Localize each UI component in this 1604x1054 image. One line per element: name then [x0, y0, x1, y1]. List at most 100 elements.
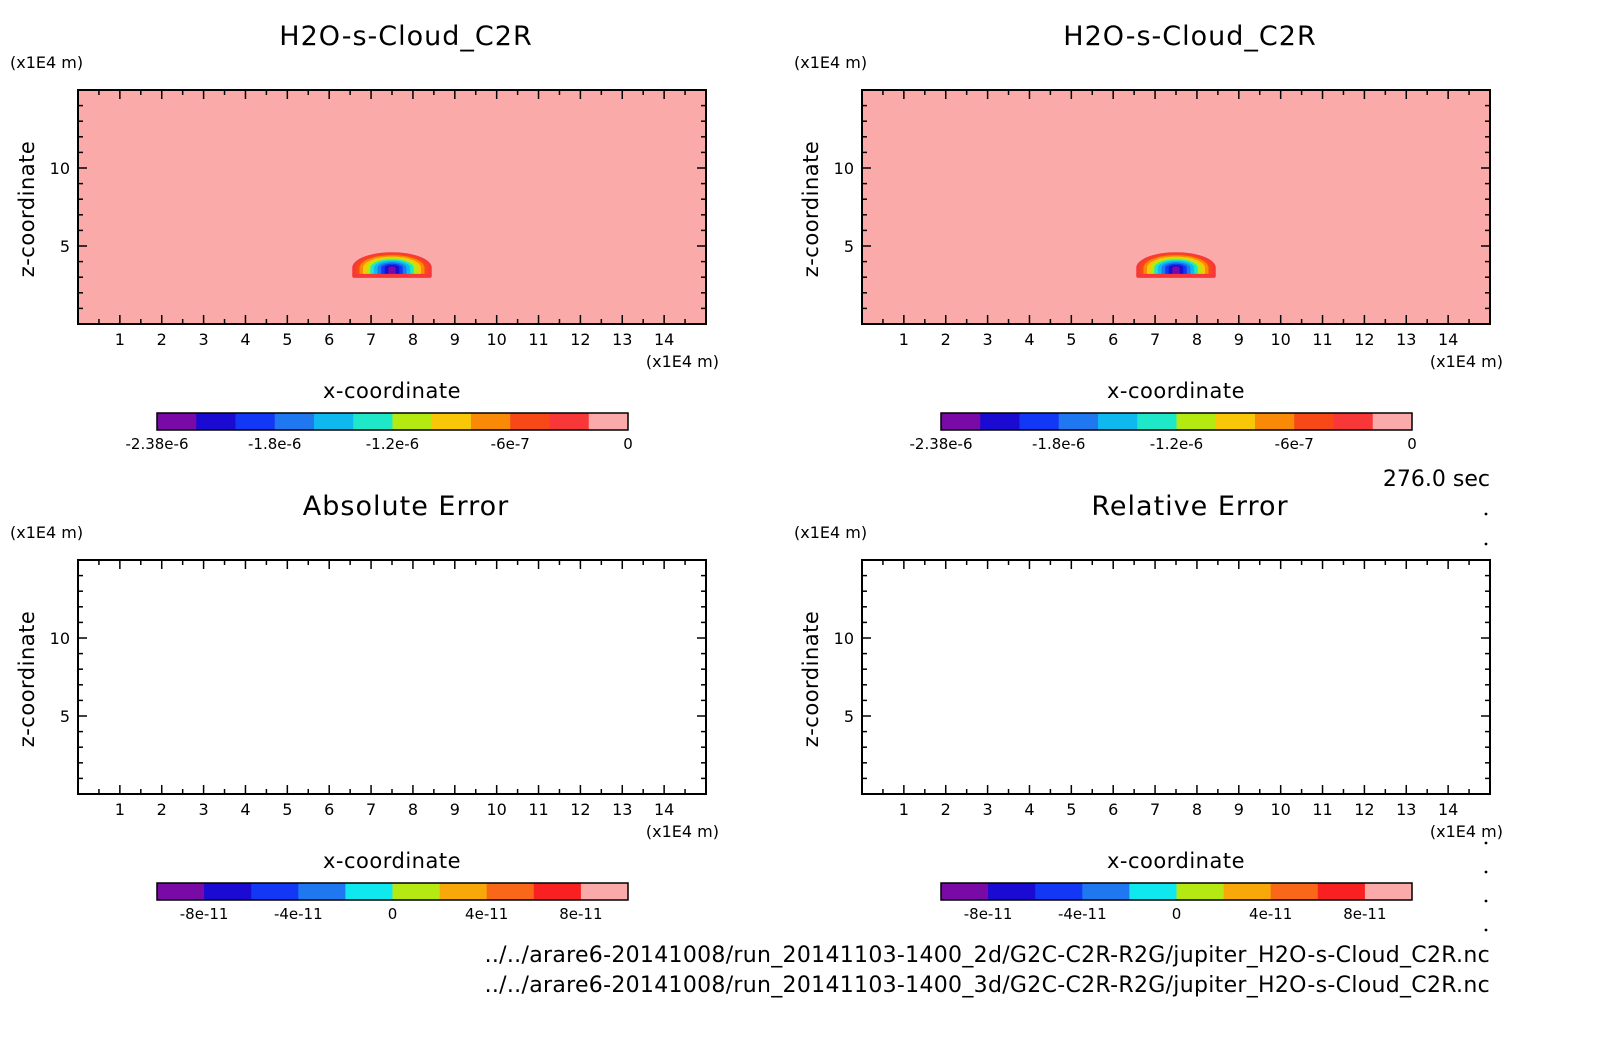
colorbar-tick-label: -1.2e-6	[1150, 435, 1203, 453]
chart-panel-4: Relative Error(x1E4 m)1 2 3 4 5 6 7 8 9 10 11 12 13 1…	[794, 491, 1503, 923]
chart-panel-3: Absolute Error(x1E4 m)1 2 3 4 5 6 7 8 9 10 11 12 13 1…	[10, 491, 719, 923]
colorbar-swatch	[1333, 413, 1374, 430]
x-tick-label: 6	[1108, 800, 1118, 819]
x-tick-label: 8	[408, 330, 418, 349]
colorbar-swatch	[471, 413, 511, 430]
x-tick-label: 12	[570, 330, 590, 349]
x-tick-label: 10	[1270, 800, 1290, 819]
colorbar-swatch	[1082, 883, 1130, 900]
chart-panel-2: H2O-s-Cloud_C2R(x1E4 m)1 2 3 4 5 6 7 8 9 10 11 12 13…	[794, 21, 1503, 453]
x-tick-label: 10	[486, 330, 506, 349]
x-tick-label: 2	[941, 800, 951, 819]
x-tick-label: 6	[1108, 330, 1118, 349]
colorbar-tick-label: -8e-11	[964, 905, 1013, 923]
colorbar-tick-label: 4e-11	[1249, 905, 1292, 923]
y-axis-label: z-coordinate	[799, 141, 823, 278]
x-tick-label: 3	[983, 330, 993, 349]
x-tick-label: 2	[157, 330, 167, 349]
colorbar-frame	[156, 882, 629, 901]
x-tick-label: 13	[612, 330, 632, 349]
colorbar-tick-label: -4e-11	[1058, 905, 1107, 923]
x-tick-label: 9	[1234, 330, 1244, 349]
x-tick-label: 11	[1312, 330, 1332, 349]
plot-background	[862, 90, 1490, 324]
colorbar-tick-label: -6e-7	[491, 435, 530, 453]
x-tick-label: 6	[324, 800, 334, 819]
colorbar-swatch	[345, 883, 394, 900]
colorbar-swatch	[1176, 883, 1225, 900]
colorbar-tick-label: -6e-7	[1275, 435, 1314, 453]
x-tick-label: 11	[1312, 800, 1332, 819]
y-unit-label: (x1E4 m)	[10, 523, 83, 542]
colorbar-frame	[940, 412, 1413, 431]
colorbar-swatch	[941, 883, 989, 900]
colorbar-swatch	[580, 883, 629, 900]
colorbar-swatch	[392, 883, 441, 900]
colorbar-swatch	[392, 413, 433, 430]
y-tick-label: 5	[60, 237, 70, 256]
colorbar-tick-label: 4e-11	[465, 905, 508, 923]
x-tick-label: 2	[157, 800, 167, 819]
x-tick-label: 4	[1024, 800, 1034, 819]
x-tick-label: 4	[1024, 330, 1034, 349]
x-tick-label: 3	[199, 330, 209, 349]
x-axis-label: x-coordinate	[1107, 849, 1245, 873]
x-tick-label: 5	[1066, 800, 1076, 819]
x-unit-label: (x1E4 m)	[646, 822, 719, 841]
x-tick-label: 12	[1354, 800, 1374, 819]
y-axis-label: z-coordinate	[15, 611, 39, 748]
colorbar: -8e-11 -4e-11 0 4e-11 8e-11	[940, 882, 1413, 923]
x-tick-label: 11	[528, 330, 548, 349]
margin-dots	[1484, 512, 1488, 932]
chart-panel-1: H2O-s-Cloud_C2R(x1E4 m)1 2 3 4 5 6 7 8 9 10 11 12 13…	[10, 21, 719, 453]
chart-title: H2O-s-Cloud_C2R	[279, 21, 532, 52]
x-tick-label: 14	[654, 800, 674, 819]
x-tick-label: 1	[115, 800, 125, 819]
y-ticks	[78, 89, 706, 325]
y-unit-label: (x1E4 m)	[794, 523, 867, 542]
margin-dot	[1484, 870, 1488, 874]
colorbar-swatch	[196, 413, 237, 430]
x-tick-label: 8	[1192, 800, 1202, 819]
x-axis-label: x-coordinate	[1107, 379, 1245, 403]
x-tick-label: 7	[366, 800, 376, 819]
colorbar-swatch	[298, 883, 346, 900]
colorbar-swatch	[439, 883, 488, 900]
y-tick-label: 5	[844, 237, 854, 256]
cloud-contour-level-11	[1172, 266, 1180, 276]
y-tick-label: 10	[834, 159, 854, 178]
y-tick-label: 5	[60, 707, 70, 726]
cloud-contours	[352, 252, 432, 278]
margin-dot	[1484, 512, 1488, 516]
x-tick-label: 5	[282, 800, 292, 819]
x-tick-label: 9	[1234, 800, 1244, 819]
y-unit-label: (x1E4 m)	[794, 53, 867, 72]
colorbar-swatch	[274, 413, 315, 430]
colorbar-tick-label: -4e-11	[274, 905, 323, 923]
y-tick-label: 10	[834, 629, 854, 648]
x-tick-label: 1	[899, 330, 909, 349]
colorbar-swatch	[204, 883, 252, 900]
x-ticks	[861, 560, 1491, 794]
margin-dot	[1484, 899, 1488, 903]
x-tick-label: 13	[612, 800, 632, 819]
colorbar-swatch	[251, 883, 299, 900]
colorbar-frame	[940, 882, 1413, 901]
colorbar-tick-label: 0	[623, 435, 633, 453]
x-tick-label: 13	[1396, 800, 1416, 819]
colorbar-swatch	[1255, 413, 1295, 430]
colorbar-swatch	[157, 883, 205, 900]
colorbar-frame	[156, 412, 629, 431]
colorbar-tick-label: -8e-11	[180, 905, 229, 923]
x-tick-label: 3	[199, 800, 209, 819]
colorbar-swatch	[1058, 413, 1099, 430]
x-ticks	[77, 560, 707, 794]
colorbar-tick-label: 0	[1172, 905, 1182, 923]
x-tick-label: 13	[1396, 330, 1416, 349]
margin-dot	[1484, 928, 1488, 932]
y-unit-label: (x1E4 m)	[10, 53, 83, 72]
x-tick-label: 5	[282, 330, 292, 349]
colorbar: -2.38e-6 -1.8e-6 -1.2e-6 -6e-7 0	[126, 412, 633, 453]
colorbar-swatch	[533, 883, 582, 900]
